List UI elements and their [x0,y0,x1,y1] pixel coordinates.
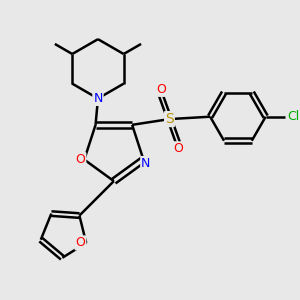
Text: O: O [156,83,166,96]
Text: O: O [76,153,85,166]
Text: O: O [173,142,183,155]
Text: N: N [93,92,103,105]
Text: Cl: Cl [287,110,299,123]
Text: N: N [141,157,151,170]
Text: O: O [76,236,85,249]
Text: S: S [165,112,174,126]
